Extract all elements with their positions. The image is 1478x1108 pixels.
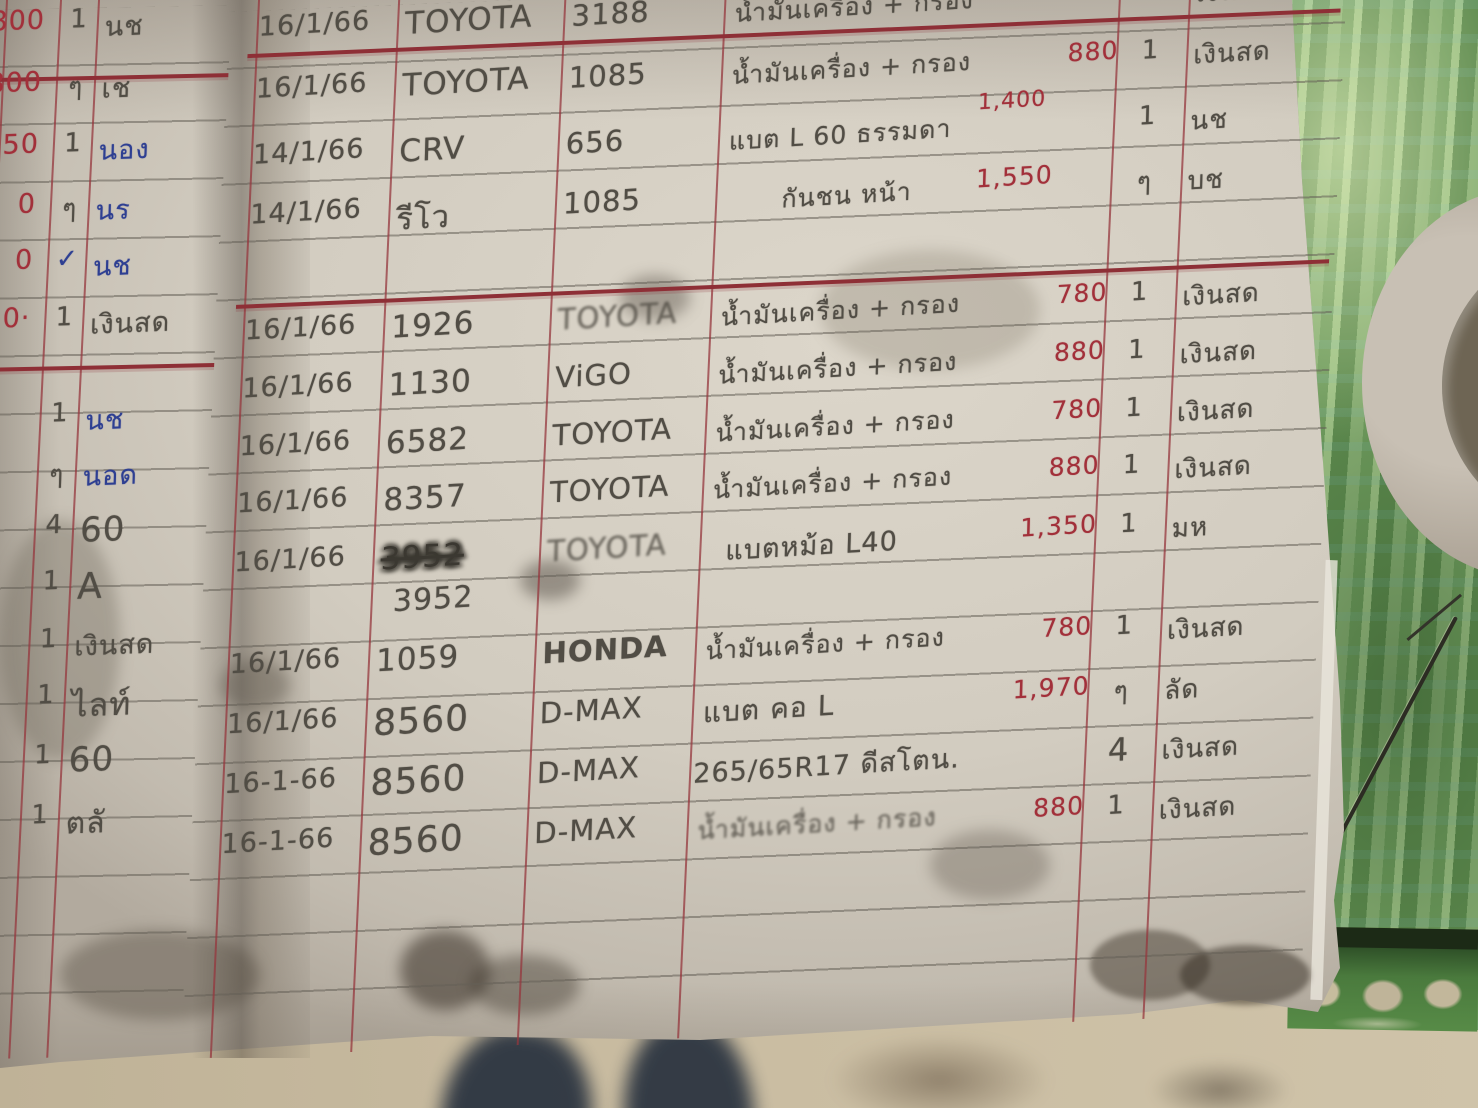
ledger-row: 1 60 — [33, 738, 115, 781]
ledger-row: 4 60 — [45, 508, 127, 551]
ledger-row: 0· 1 เงินสด — [2, 301, 171, 341]
floor-smudge — [1150, 1060, 1290, 1108]
ledger-row: 1 ไลท์ — [36, 679, 132, 725]
main-page: 16/1/66 TOYOTA 3188 น้ำมันเครื่อง + กรอง… — [182, 0, 1348, 1059]
ledger-row: 800 1 นช — [0, 3, 145, 43]
ledger-row: ๆนอด — [48, 459, 139, 493]
floor-shadow — [830, 1035, 1050, 1108]
ledger-row: 1 ตลั — [30, 799, 107, 842]
ledger-row: 0 ๆนร — [17, 188, 132, 227]
ledger-row: 800 ๆเช — [0, 66, 132, 105]
ledger-row: 0 ✓ นช — [14, 243, 133, 283]
ledger-row: 1 เงินสด — [39, 623, 155, 663]
ledger-row: 1 นช — [50, 397, 125, 437]
ledger-row: 50 1 นอง — [2, 127, 151, 167]
